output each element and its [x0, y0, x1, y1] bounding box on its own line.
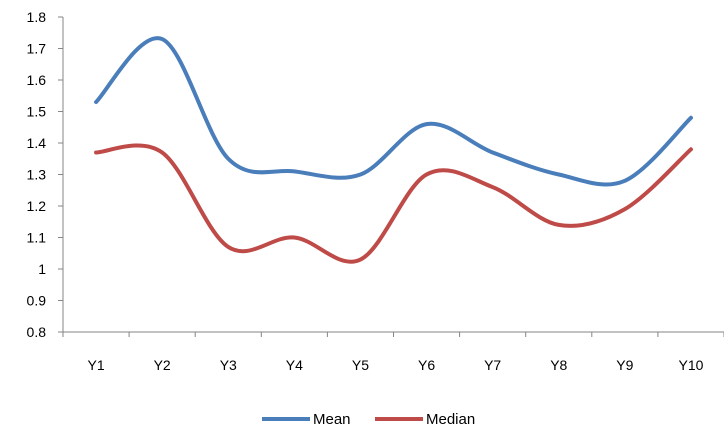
x-tick-label: Y6	[418, 357, 435, 373]
x-tick-label: Y10	[678, 357, 703, 373]
axes: 0.8 0.9 1 1.1 1.2 1.3 1.4 1.5 1.6 1.7 1.8 Y1 Y2 Y3 Y4 Y…	[27, 9, 724, 373]
series-line-median	[96, 145, 691, 261]
legend-label-mean: Mean	[313, 411, 351, 428]
y-tick-label: 1.6	[27, 72, 47, 88]
x-tick-label: Y9	[616, 357, 633, 373]
y-tick-label: 1	[38, 261, 46, 277]
y-tick-label: 1.2	[27, 198, 47, 214]
x-tick-label: Y5	[352, 357, 369, 373]
y-tick-label: 0.9	[27, 293, 47, 309]
x-tick-label: Y3	[220, 357, 237, 373]
y-tick-label: 0.8	[27, 324, 47, 340]
y-tick-label: 1.1	[27, 230, 47, 246]
x-tick-label: Y8	[550, 357, 567, 373]
series-lines	[96, 38, 691, 262]
y-tick-label: 1.3	[27, 167, 47, 183]
y-tick-label: 1.8	[27, 9, 47, 25]
series-line-mean	[96, 38, 691, 184]
y-tick-label: 1.5	[27, 104, 47, 120]
x-tick-label: Y4	[286, 357, 303, 373]
y-tick-label: 1.7	[27, 41, 47, 57]
x-tick-label: Y2	[154, 357, 171, 373]
legend: Mean Median	[262, 411, 475, 428]
x-tick-label: Y1	[87, 357, 104, 373]
x-tick-label: Y7	[484, 357, 501, 373]
legend-label-median: Median	[426, 411, 475, 428]
y-tick-label: 1.4	[27, 135, 47, 151]
